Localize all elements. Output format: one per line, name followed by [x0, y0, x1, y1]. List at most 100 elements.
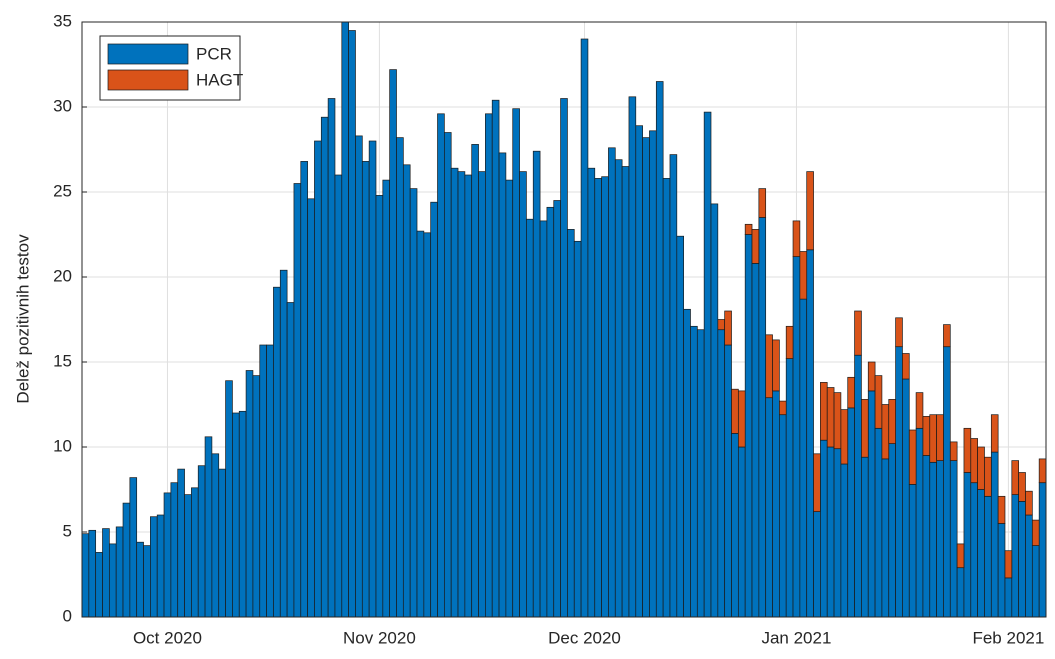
- bar: [676, 235, 684, 618]
- bar: [833, 392, 842, 450]
- bar: [888, 443, 896, 618]
- y-tick-label: 15: [53, 351, 72, 370]
- bar: [990, 451, 999, 618]
- bar: [826, 387, 835, 448]
- bar: [922, 416, 931, 456]
- bar: [1038, 458, 1047, 484]
- bar: [799, 251, 808, 300]
- bar: [580, 38, 589, 618]
- bar: [888, 399, 896, 444]
- bar: [355, 135, 363, 618]
- bar: [717, 329, 726, 618]
- bar: [922, 455, 931, 618]
- x-tick-label: Jan 2021: [761, 628, 831, 647]
- bar: [820, 439, 828, 618]
- x-tick-label: Nov 2020: [343, 628, 416, 647]
- bar: [895, 346, 903, 618]
- bar: [539, 220, 548, 618]
- bar: [929, 414, 937, 463]
- legend: PCR HAGT: [99, 35, 243, 101]
- bar: [614, 159, 623, 618]
- bar: [779, 400, 787, 416]
- bar: [1031, 545, 1040, 618]
- bar: [361, 161, 370, 618]
- bar: [751, 229, 760, 264]
- y-tick-label: 30: [53, 96, 72, 115]
- bar: [293, 183, 302, 618]
- bar: [963, 427, 972, 473]
- bar: [970, 482, 978, 618]
- plot-frame: [81, 21, 1047, 618]
- bar: [519, 171, 527, 618]
- bar: [867, 361, 876, 392]
- bar: [936, 460, 944, 618]
- bar: [737, 446, 746, 618]
- bar: [820, 382, 828, 441]
- bar: [799, 298, 808, 618]
- bar: [498, 152, 507, 618]
- bar: [1025, 490, 1033, 516]
- bar: [218, 468, 226, 618]
- bar: [902, 353, 910, 380]
- bar: [1011, 494, 1020, 618]
- bar: [949, 441, 958, 461]
- bar: [143, 545, 151, 618]
- bar: [737, 390, 746, 448]
- bar: [731, 433, 739, 618]
- bar: [997, 523, 1006, 618]
- bar: [861, 399, 869, 458]
- bar: [587, 167, 596, 618]
- bar: [437, 113, 445, 618]
- bar: [1004, 550, 1013, 579]
- bar: [532, 150, 541, 618]
- bar: [765, 397, 773, 618]
- bar: [943, 346, 951, 618]
- bar: [683, 308, 691, 618]
- bar: [744, 223, 753, 235]
- bar: [184, 494, 192, 618]
- bar: [874, 375, 883, 429]
- bar: [717, 319, 726, 331]
- bar: [348, 30, 356, 618]
- bar: [1031, 519, 1040, 546]
- bar: [314, 140, 322, 618]
- bar: [908, 429, 917, 485]
- bar: [567, 229, 575, 618]
- y-tick-label: 10: [53, 436, 72, 455]
- bar: [382, 179, 391, 618]
- bar: [628, 96, 637, 618]
- bar: [177, 468, 185, 618]
- bar: [464, 174, 473, 618]
- bar: [970, 438, 978, 484]
- bar: [204, 436, 213, 618]
- x-tick-label: Feb 2021: [972, 628, 1044, 647]
- bar: [915, 427, 924, 618]
- bar: [854, 354, 862, 618]
- bar: [813, 511, 821, 618]
- bar: [553, 200, 561, 618]
- bar: [724, 344, 732, 618]
- bar: [840, 409, 849, 465]
- y-tick-label: 25: [53, 181, 72, 200]
- bar: [929, 461, 937, 618]
- bar: [396, 137, 404, 618]
- bar: [478, 171, 486, 618]
- bar: [430, 201, 438, 618]
- bar: [129, 477, 138, 618]
- legend-swatch: [107, 43, 189, 65]
- bar: [573, 240, 582, 618]
- legend-label: PCR: [196, 44, 232, 63]
- bar: [642, 137, 650, 618]
- bar: [847, 376, 855, 409]
- bar: [792, 256, 801, 618]
- bar: [1018, 472, 1026, 502]
- bar: [1018, 501, 1026, 618]
- bar: [402, 164, 411, 618]
- bar: [984, 495, 992, 618]
- bar: [491, 99, 500, 618]
- x-tick-label: Oct 2020: [133, 628, 202, 647]
- bar: [621, 166, 630, 618]
- bar: [908, 484, 917, 618]
- bar: [655, 81, 664, 618]
- bar: [197, 465, 206, 618]
